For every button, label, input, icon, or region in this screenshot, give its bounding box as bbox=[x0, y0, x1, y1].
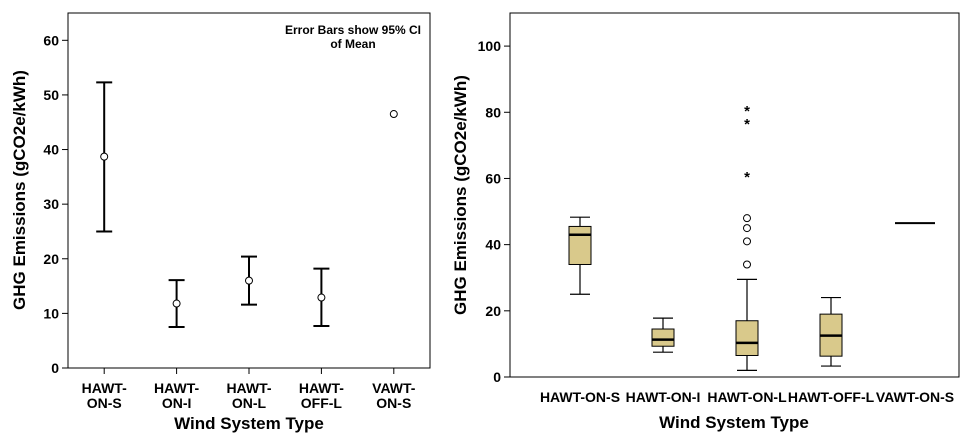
extreme-point: * bbox=[744, 169, 750, 186]
errorbar-x-tick-label: OFF-L bbox=[301, 395, 343, 411]
errorbar-plot-frame bbox=[67, 12, 431, 369]
errorbar-y-tick-label: 40 bbox=[43, 142, 59, 158]
boxplot-marks: *** bbox=[568, 103, 935, 371]
outlier-point bbox=[743, 260, 751, 269]
errorbar-marks bbox=[96, 81, 398, 329]
errorbar-y-tick-label: 50 bbox=[43, 87, 59, 103]
outlier-point bbox=[743, 237, 751, 246]
boxplot-x-tick-label: HAWT-OFF-L bbox=[788, 389, 875, 405]
boxplot-plot-frame bbox=[509, 12, 960, 378]
errorbar-y-tick-label: 10 bbox=[43, 305, 59, 321]
mean-point bbox=[389, 110, 398, 119]
errorbar-x-tick-label: ON-S bbox=[376, 395, 411, 411]
boxplot-y-tick-label: 80 bbox=[485, 104, 501, 120]
boxplot-x-tick-label: HAWT-ON-L bbox=[707, 389, 787, 405]
errorbar-y-axis-title: GHG Emissions (gCO2e/kWh) bbox=[10, 70, 29, 310]
boxplot-y-tick-label: 40 bbox=[485, 237, 501, 253]
errorbar-y-ticks: 0 10 20 30 40 50 60 bbox=[43, 32, 68, 376]
errorbar-y-tick-label: 60 bbox=[43, 32, 59, 48]
boxplot-y-tick-label: 60 bbox=[485, 170, 501, 186]
extreme-point: * bbox=[744, 103, 750, 120]
errorbar-x-tick-label: ON-I bbox=[162, 395, 192, 411]
errorbar-x-tick-label: ON-S bbox=[87, 395, 122, 411]
errorbar-x-tick-label: VAWT- bbox=[372, 380, 416, 396]
mean-point bbox=[100, 152, 109, 161]
errorbar-y-tick-label: 20 bbox=[43, 251, 59, 267]
errorbar-x-ticks: HAWT-ON-SHAWT-ON-IHAWT-ON-LHAWT-OFF-LVAW… bbox=[82, 368, 416, 411]
errorbar-y-tick-label: 30 bbox=[43, 196, 59, 212]
boxplot-y-tick-label: 20 bbox=[485, 303, 501, 319]
errorbar-y-tick-label: 0 bbox=[51, 360, 59, 376]
errorbar-note-line-2: of Mean bbox=[330, 37, 375, 51]
boxplot-x-ticks: HAWT-ON-S HAWT-ON-I HAWT-ON-L HAWT-OFF-L VAW… bbox=[540, 389, 954, 405]
errorbar-x-tick-label: HAWT- bbox=[154, 380, 199, 396]
boxplot-x-axis-title: Wind System Type bbox=[659, 413, 809, 432]
errorbar-x-tick-label: HAWT- bbox=[299, 380, 344, 396]
errorbar-note-line-1: Error Bars show 95% CI bbox=[285, 23, 421, 37]
errorbar-x-axis-title: Wind System Type bbox=[174, 414, 324, 433]
extreme-point: * bbox=[744, 116, 750, 133]
boxplot-x-tick-label: HAWT-ON-I bbox=[626, 389, 701, 405]
boxplot-y-ticks: 0 20 40 60 80 100 bbox=[478, 38, 510, 385]
boxplot-y-tick-label: 0 bbox=[493, 369, 501, 385]
outlier-point bbox=[743, 214, 751, 223]
boxplot-y-axis-title: GHG Emissions (gCO2e/kWh) bbox=[451, 75, 470, 315]
mean-point bbox=[245, 276, 253, 285]
box-body bbox=[568, 225, 592, 265]
errorbar-x-tick-label: ON-L bbox=[232, 395, 267, 411]
box-body bbox=[651, 328, 675, 347]
boxplot-x-tick-label: HAWT-ON-S bbox=[540, 389, 620, 405]
outlier-point bbox=[743, 224, 751, 233]
box-body bbox=[735, 320, 759, 356]
mean-point bbox=[317, 293, 326, 302]
errorbar-x-tick-label: HAWT- bbox=[226, 380, 271, 396]
boxplot-x-tick-label: VAWT-ON-S bbox=[876, 389, 954, 405]
errorbar-x-tick-label: HAWT- bbox=[82, 380, 127, 396]
mean-point bbox=[172, 299, 181, 308]
boxplot-y-tick-label: 100 bbox=[478, 38, 502, 54]
